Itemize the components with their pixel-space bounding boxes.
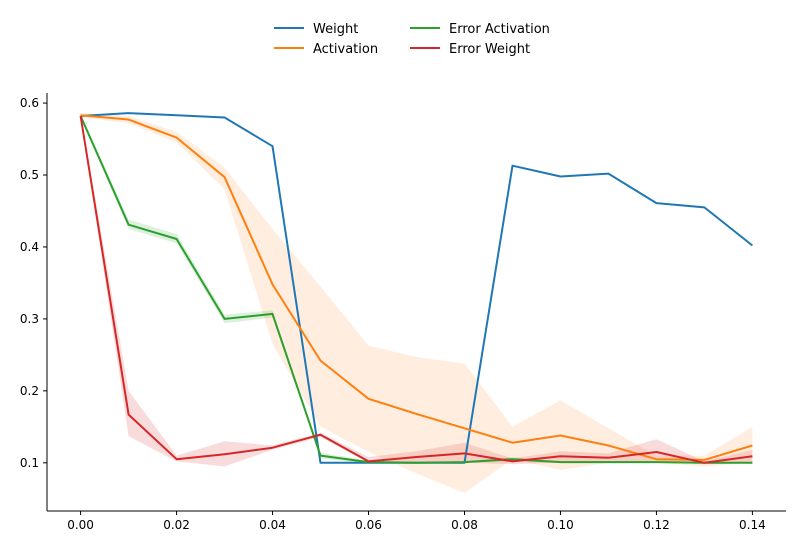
x-tick-label: 0.00 (67, 518, 94, 532)
legend-entry-error-activation: Error Activation (410, 22, 550, 37)
y-axis-ticks: 0.1 0.2 0.3 0.4 0.5 0.6 (20, 96, 47, 470)
point-error-activation-7 (416, 462, 418, 464)
confidence-bands (80, 113, 753, 493)
x-tick-label: 0.02 (163, 518, 190, 532)
point-error-activation-12 (655, 461, 657, 463)
legend-label-error-activation: Error Activation (449, 22, 550, 37)
point-weight-4 (272, 145, 274, 147)
legend: Weight Activation Error Activation Error… (274, 22, 550, 57)
point-error-activation-1 (128, 224, 130, 226)
point-error-weight-3 (224, 453, 226, 455)
y-tick-label: 0.6 (20, 96, 39, 110)
point-weight-14 (751, 245, 753, 247)
point-error-weight-13 (703, 462, 705, 464)
axes (46, 93, 786, 512)
series-line-error-weight (79, 115, 753, 464)
point-error-weight-9 (512, 460, 514, 462)
point-weight-9 (512, 165, 514, 167)
point-error-activation-8 (464, 461, 466, 463)
x-tick-label: 0.04 (259, 518, 286, 532)
y-tick-label: 0.5 (20, 168, 39, 182)
point-error-weight-10 (560, 455, 562, 457)
point-activation-4 (272, 283, 274, 285)
series-line-error-activation (79, 115, 753, 464)
point-error-weight-2 (176, 458, 178, 460)
x-axis-ticks: 0.00 0.02 0.04 0.06 0.08 0.10 0.12 0.14 (67, 511, 766, 532)
point-weight-11 (607, 173, 609, 175)
point-error-activation-4 (272, 313, 274, 315)
legend-label-error-weight: Error Weight (449, 42, 530, 57)
point-weight-1 (128, 112, 130, 114)
point-activation-2 (176, 137, 178, 139)
point-weight-10 (560, 176, 562, 178)
point-error-activation-5 (320, 455, 322, 457)
point-error-activation-14 (751, 462, 753, 464)
point-activation-9 (512, 442, 514, 444)
x-tick-label: 0.14 (739, 518, 766, 532)
y-tick-label: 0.3 (20, 312, 39, 326)
legend-label-activation: Activation (313, 42, 378, 57)
legend-entry-error-weight: Error Weight (410, 42, 530, 57)
point-weight-13 (703, 206, 705, 208)
y-tick-label: 0.1 (20, 456, 39, 470)
point-activation-8 (464, 427, 466, 429)
legend-label-weight: Weight (313, 22, 358, 37)
legend-entry-weight: Weight (274, 22, 358, 37)
point-error-activation-9 (512, 458, 514, 460)
point-activation-3 (224, 176, 226, 178)
point-error-activation-11 (607, 461, 609, 463)
point-weight-12 (655, 202, 657, 204)
point-error-activation-10 (560, 461, 562, 463)
point-weight-3 (224, 117, 226, 119)
series-lines (79, 112, 754, 464)
point-weight-2 (176, 114, 178, 116)
point-error-weight-4 (272, 447, 274, 449)
point-activation-12 (655, 458, 657, 460)
point-error-weight-5 (320, 434, 322, 436)
point-error-weight-1 (128, 414, 130, 416)
point-weight-5 (320, 462, 322, 464)
point-error-activation-2 (176, 238, 178, 240)
x-tick-label: 0.06 (355, 518, 382, 532)
y-tick-label: 0.4 (20, 240, 39, 254)
point-error-weight-12 (655, 451, 657, 453)
point-activation-6 (368, 398, 370, 400)
point-error-weight-8 (464, 452, 466, 454)
x-tick-label: 0.12 (643, 518, 670, 532)
x-tick-label: 0.10 (547, 518, 574, 532)
point-error-weight-6 (368, 460, 370, 462)
y-tick-label: 0.2 (20, 384, 39, 398)
point-activation-1 (128, 119, 130, 121)
band-activation (80, 113, 753, 493)
point-activation-13 (703, 459, 705, 461)
legend-entry-activation: Activation (274, 42, 378, 57)
point-error-weight-0 (80, 115, 82, 117)
x-tick-label: 0.08 (451, 518, 478, 532)
point-activation-7 (416, 413, 418, 415)
point-activation-10 (560, 435, 562, 437)
point-activation-5 (320, 360, 322, 362)
point-error-weight-11 (607, 457, 609, 459)
point-error-weight-14 (751, 455, 753, 457)
point-activation-14 (751, 445, 753, 447)
point-error-activation-3 (224, 318, 226, 320)
point-activation-11 (607, 445, 609, 447)
point-error-weight-7 (416, 456, 418, 458)
